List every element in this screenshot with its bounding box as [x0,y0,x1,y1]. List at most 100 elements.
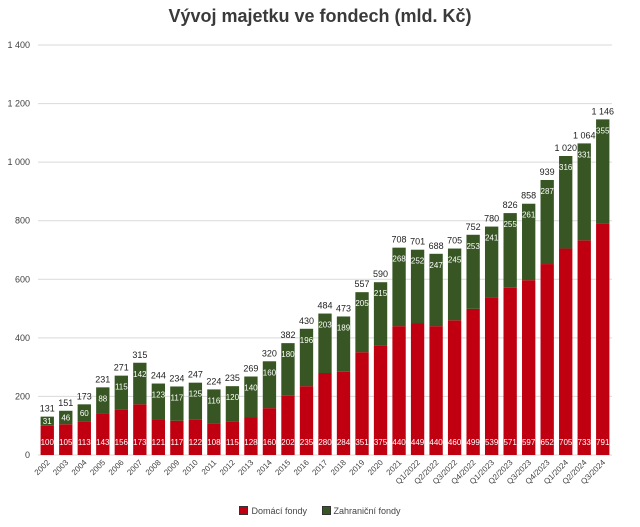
bar-foreign [151,383,166,420]
x-tick-label: 2016 [292,458,311,477]
data-label-total: 235 [225,373,240,383]
x-tick-label: 2013 [236,458,255,477]
bar-foreign [373,282,388,346]
legend-label-domestic: Domácí fondy [251,506,307,516]
data-label-total: 780 [484,214,499,224]
bar-foreign [559,155,573,249]
bar-domestic [299,386,314,455]
bar-domestic [429,326,443,455]
bar-domestic [40,425,54,455]
x-tick-label: 2020 [366,458,385,477]
x-tick-label: 2014 [255,458,274,477]
bar-domestic [355,352,369,455]
bar-domestic [77,421,91,455]
legend-swatch-domestic [239,506,249,515]
bar-foreign [59,410,73,425]
data-label-foreign: 203 [318,321,332,330]
bar-foreign [188,382,203,420]
legend-item-domestic: Domácí fondy [239,506,307,516]
data-label-domestic: 113 [78,438,91,447]
data-label-domestic: 440 [429,438,443,447]
data-label-domestic: 128 [244,438,258,447]
data-label-total: 224 [206,376,221,386]
bar-domestic [114,409,128,455]
bar-foreign [318,313,332,373]
data-label-total: 231 [95,374,110,384]
data-label-total: 320 [262,348,277,358]
data-label-total: 826 [503,200,518,210]
chart-title: Vývoj majetku ve fondech (mld. Kč) [168,6,472,26]
legend-swatch-foreign [321,506,331,515]
data-label-foreign: 180 [281,350,295,359]
data-label-domestic: 440 [392,438,406,447]
bar-domestic [318,373,332,455]
data-label-domestic: 173 [133,438,147,447]
data-label-total: 382 [280,330,295,340]
x-tick-label: 2004 [70,458,89,477]
x-tick-label: 2003 [51,458,70,477]
data-label-foreign: 316 [559,163,573,172]
bar-foreign [225,386,240,422]
y-tick-label: 1 000 [7,157,30,167]
y-tick-label: 400 [15,333,30,343]
data-label-domestic: 375 [374,438,388,447]
bar-foreign [466,234,480,309]
x-tick-label: 2018 [329,458,348,477]
bar-foreign [207,389,221,424]
data-label-foreign: 115 [115,383,128,392]
data-label-foreign: 205 [355,299,369,308]
data-label-domestic: 202 [281,438,295,447]
data-label-foreign: 255 [503,220,517,229]
data-label-total: 315 [132,350,147,360]
data-label-domestic: 351 [355,438,369,447]
x-tick-label: 2011 [200,458,219,477]
x-tick-label: 2010 [181,458,200,477]
bar-foreign [133,362,147,405]
y-tick-label: 800 [15,216,30,226]
bar-foreign [392,247,406,327]
data-label-total: 271 [114,363,129,373]
bar-foreign [410,249,425,324]
bar-domestic [188,419,203,455]
data-label-total: 484 [317,301,332,311]
data-label-foreign: 116 [208,396,221,405]
data-label-foreign: 245 [448,256,462,265]
bar-foreign [522,203,536,281]
data-label-foreign: 88 [98,394,107,403]
data-label-total: 858 [521,191,536,201]
bar-domestic [392,326,406,455]
data-label-foreign: 142 [133,370,147,379]
data-label-foreign: 261 [522,211,536,220]
bar-foreign [281,343,295,396]
legend-label-foreign: Zahraniční fondy [333,506,401,516]
bar-foreign [170,386,184,421]
data-label-foreign: 287 [541,187,555,196]
data-label-foreign: 140 [244,384,258,393]
data-label-total: 244 [151,371,166,381]
bar-foreign [503,213,517,288]
data-label-domestic: 733 [578,438,592,447]
data-label-domestic: 791 [596,438,610,447]
data-label-domestic: 705 [559,438,573,447]
data-label-total: 701 [410,237,425,247]
data-label-foreign: 125 [189,390,203,399]
data-label-total: 247 [188,370,203,380]
data-label-domestic: 160 [263,438,277,447]
bar-domestic [262,408,277,455]
data-label-total: 590 [373,269,388,279]
data-label-foreign: 46 [61,414,70,423]
bar-foreign [244,376,258,418]
data-label-domestic: 105 [59,438,73,447]
data-label-foreign: 253 [466,242,480,251]
bar-domestic [225,421,240,455]
bar-domestic [447,320,462,455]
data-label-foreign: 252 [411,257,425,266]
bar-foreign [429,253,443,327]
data-label-total: 708 [392,235,407,245]
y-tick-label: 1 200 [7,99,30,109]
data-label-domestic: 156 [115,438,129,447]
x-tick-label: 2019 [347,458,366,477]
data-label-domestic: 571 [503,438,517,447]
data-label-domestic: 117 [170,438,183,447]
y-tick-label: 0 [25,450,30,460]
